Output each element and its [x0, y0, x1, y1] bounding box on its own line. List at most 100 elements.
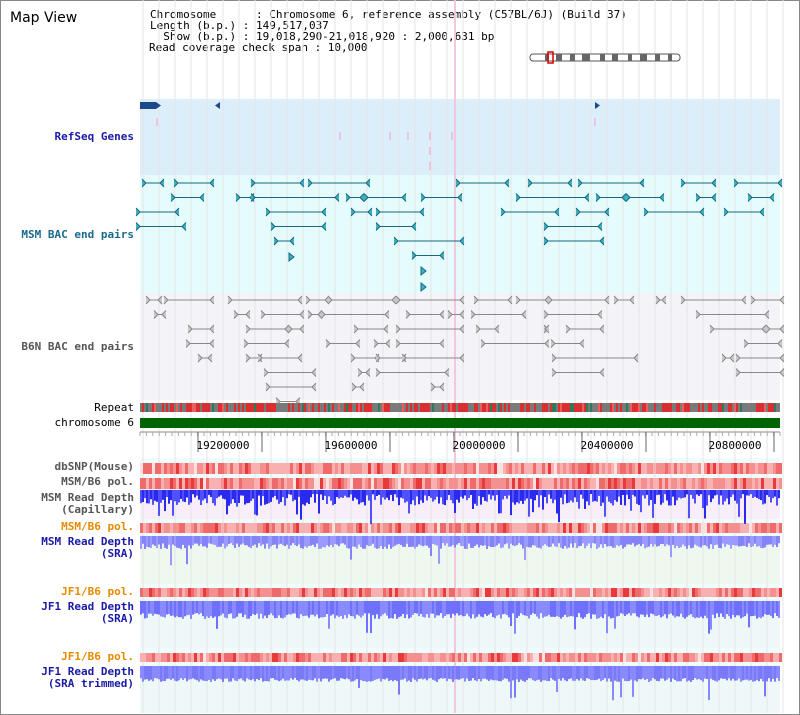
track-label-jf1-b6-pol-2[interactable]: JF1/B6 pol. [61, 650, 134, 663]
msm-depth-sra-bar [516, 536, 518, 546]
msm-depth-cap-bar [226, 490, 228, 515]
jf1-depth-sra-bar [162, 601, 164, 617]
msm-depth-cap-bar [388, 490, 390, 501]
msm-b6-pol-cell [692, 478, 695, 489]
jf1-b6-pol-cell [476, 653, 479, 662]
msm-depth-cap-bar [408, 490, 410, 514]
msm-depth-cap-bar [270, 490, 272, 502]
track-label-jf1-b6-pol-1[interactable]: JF1/B6 pol. [61, 585, 134, 598]
msm-depth-cap-bar [316, 490, 318, 495]
bac-end-marker [159, 178, 165, 188]
jf1-b6-pol-cell [728, 653, 731, 662]
bac-end-marker [181, 222, 187, 231]
msm-b6-pol-cell [710, 523, 713, 533]
msm-depth-cap-bar [358, 490, 360, 505]
jf1-depth-trim-bar [462, 666, 464, 679]
bac-end-marker [273, 236, 279, 246]
track-label-jf1-depth-trim[interactable]: JF1 Read Depth (SRA trimmed) [41, 666, 134, 690]
repeat-feature [764, 403, 766, 412]
msm-depth-sra-bar [728, 536, 730, 545]
msm-b6-pol-cell [650, 523, 653, 533]
track-label-msm-b6-pol-2[interactable]: MSM/B6 pol. [61, 520, 134, 533]
jf1-b6-pol-cell [569, 653, 572, 662]
bac-end-marker [439, 339, 445, 348]
msm-b6-pol-cell [215, 478, 218, 489]
msm-b6-pol-cell [515, 478, 518, 489]
track-label-msm-bac[interactable]: MSM BAC end pairs [21, 228, 134, 241]
msm-depth-sra-bar [540, 536, 542, 549]
track-label-chromosome[interactable]: chromosome 6 [54, 416, 134, 429]
msm-depth-cap-bar [492, 490, 494, 496]
msm-depth-cap-bar [446, 490, 448, 501]
coverage-span-line: Read coverage check span : 10,000 [149, 41, 368, 54]
dbsnp-cell [191, 463, 194, 474]
jf1-depth-trim-bar [332, 666, 334, 679]
track-label-msm-b6-pol-1[interactable]: MSM/B6 pol. [61, 475, 134, 488]
msm-b6-pol-cell [596, 523, 599, 533]
jf1-depth-sra-bar [378, 601, 380, 619]
repeat-feature [670, 403, 672, 412]
jf1-depth-trim-bar [770, 666, 772, 682]
jf1-depth-trim-bar [154, 666, 156, 679]
jf1-b6-pol-cell [716, 588, 719, 597]
msm-depth-cap-bar [370, 490, 372, 525]
jf1-b6-pol-cell [587, 653, 590, 662]
track-label-jf1-depth-sra[interactable]: JF1 Read Depth (SRA) [41, 601, 134, 625]
repeat-feature [750, 403, 752, 412]
msm-depth-sra-bar [152, 536, 154, 545]
jf1-depth-sra-bar [478, 601, 480, 615]
track-label-repeat[interactable]: Repeat [94, 401, 134, 414]
jf1-depth-trim-bar [364, 666, 366, 682]
msm-b6-pol-cell [518, 523, 521, 533]
track-label-msm-depth-sra[interactable]: MSM Read Depth (SRA) [41, 536, 134, 560]
jf1-b6-pol-cell [566, 653, 569, 662]
jf1-depth-trim-bar [310, 666, 312, 681]
jf1-depth-sra-bar [294, 601, 296, 614]
jf1-depth-trim-bar [146, 666, 148, 680]
msm-b6-pol-cell [209, 478, 212, 489]
repeat-feature [546, 403, 548, 412]
jf1-b6-pol-cell [554, 588, 557, 597]
jf1-depth-trim-bar [654, 666, 656, 680]
dbsnp-cell [383, 463, 386, 474]
msm-b6-pol-cell [443, 523, 446, 533]
jf1-b6-pol-cell [485, 588, 488, 597]
msm-b6-pol-cell [239, 523, 242, 533]
msm-depth-sra-bar [696, 536, 698, 546]
jf1-depth-trim-bar [218, 666, 220, 679]
dbsnp-cell [158, 463, 161, 474]
msm-b6-pol-cell [350, 478, 353, 489]
msm-b6-pol-cell [536, 478, 539, 489]
track-label-msm-depth-cap[interactable]: MSM Read Depth (Capillary) [41, 492, 134, 516]
msm-depth-sra-bar [630, 536, 632, 545]
bac-end-marker [209, 178, 215, 188]
repeat-feature [726, 403, 728, 412]
jf1-b6-pol-cell [365, 588, 368, 597]
msm-depth-sra-bar [656, 536, 658, 547]
bac-end-marker [245, 324, 251, 334]
msm-b6-pol-cell [731, 478, 734, 489]
dbsnp-cell [212, 463, 215, 474]
jf1-depth-trim-bar [358, 666, 360, 688]
msm-depth-sra-bar [590, 536, 592, 549]
bac-end-marker [311, 382, 317, 392]
track-label-refseq[interactable]: RefSeq Genes [54, 130, 134, 143]
bac-end-marker [345, 193, 351, 202]
msm-depth-cap-bar [426, 490, 428, 501]
jf1-b6-pol-cell [509, 653, 512, 662]
msm-b6-pol-cell [410, 523, 413, 533]
jf1-depth-trim-bar [314, 666, 316, 679]
track-label-dbsnp[interactable]: dbSNP(Mouse) [54, 460, 134, 473]
track-label-b6n-bac[interactable]: B6N BAC end pairs [21, 340, 134, 353]
jf1-depth-trim-bar [450, 666, 452, 680]
msm-depth-cap-bar [312, 490, 314, 495]
msm-depth-sra-bar [418, 536, 420, 545]
dbsnp-cell [227, 463, 230, 474]
jf1-depth-sra-bar [684, 601, 686, 619]
jf1-b6-pol-cell [521, 653, 524, 662]
jf1-depth-sra-bar [228, 601, 230, 615]
jf1-b6-pol-cell [356, 588, 359, 597]
dbsnp-cell [578, 463, 581, 474]
jf1-depth-sra-bar [280, 601, 282, 618]
